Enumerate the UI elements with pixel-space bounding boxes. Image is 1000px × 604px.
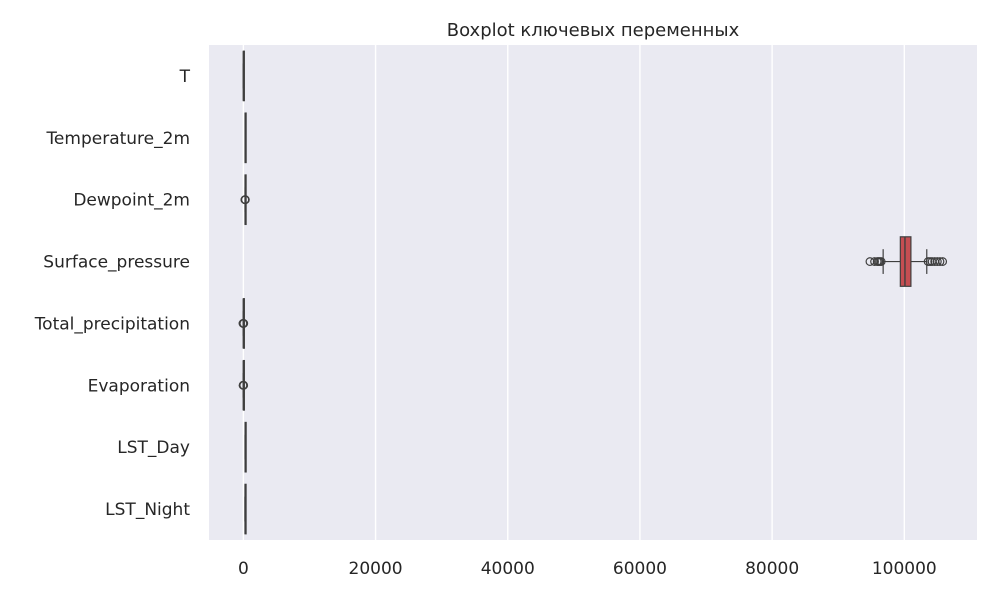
x-tick-label: 40000 — [481, 559, 535, 579]
boxes-layer — [238, 50, 948, 535]
x-tick-label: 0 — [238, 559, 249, 579]
y-tick-label: Surface_pressure — [43, 253, 190, 273]
outlier-point — [876, 257, 886, 266]
box-Total_precipitation — [238, 298, 249, 349]
y-tick-label: Evaporation — [88, 376, 190, 396]
grid-lines — [242, 45, 905, 540]
x-tick-label: 20000 — [349, 559, 403, 579]
box-Surface_pressure — [865, 236, 948, 287]
y-tick-label: Total_precipitation — [34, 314, 190, 334]
y-tick-label: LST_Night — [105, 500, 190, 520]
outlier-point — [239, 319, 249, 328]
x-tick-labels: 0 20000 40000 60000 80000 100000 — [238, 559, 937, 579]
chart-title: Boxplot ключевых переменных — [447, 20, 740, 41]
y-tick-label: LST_Day — [117, 438, 190, 458]
x-tick-label: 100000 — [872, 559, 937, 579]
outlier-point — [932, 257, 942, 266]
outlier-point — [239, 380, 249, 390]
y-tick-label: Dewpoint_2m — [73, 191, 190, 211]
box-Evaporation — [238, 359, 249, 411]
y-tick-labels: T Temperature_2m Dewpoint_2m Surface_pressu… — [34, 67, 191, 520]
plot-background — [209, 45, 977, 540]
y-tick-label: T — [179, 67, 191, 87]
box-T — [242, 50, 245, 102]
box-Temperature_2m — [244, 112, 247, 164]
outlier-point — [935, 257, 945, 266]
outlier-point — [240, 195, 250, 205]
y-tick-label: Temperature_2m — [45, 129, 190, 149]
box-Dewpoint_2m — [240, 174, 250, 226]
outlier-point — [938, 257, 948, 266]
x-tick-label: 80000 — [745, 559, 799, 579]
box-LST_Day — [244, 421, 247, 473]
x-tick-label: 60000 — [613, 559, 667, 579]
outlier-point — [870, 257, 879, 266]
box-LST_Night — [244, 483, 247, 535]
